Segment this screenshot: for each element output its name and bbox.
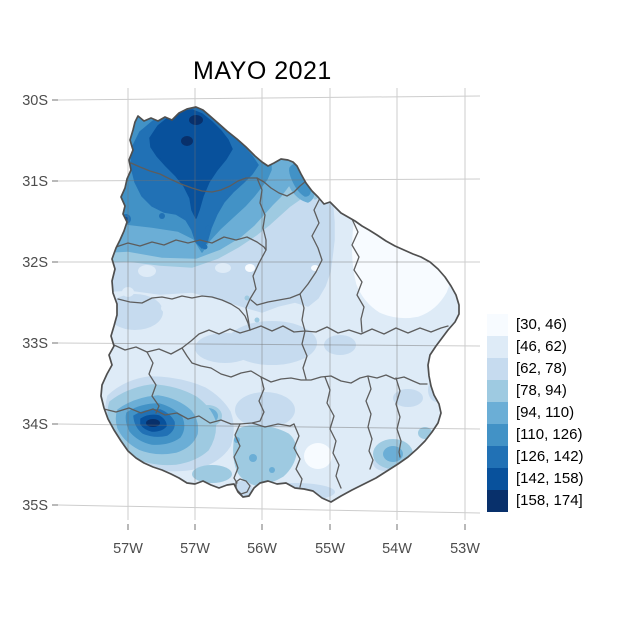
country-map [101, 107, 459, 502]
country-outline [100, 106, 460, 503]
contour-spot [205, 225, 211, 231]
legend-row: [126, 142) [487, 446, 584, 468]
department-border [115, 236, 267, 251]
grid-line-parallel [57, 95, 481, 101]
legend: [30, 46) [46, 62) [62, 78) [78, 94) [94, 110… [487, 314, 584, 512]
contour-spot [245, 264, 255, 272]
department-border [293, 423, 303, 488]
department-border [395, 377, 402, 458]
contour-spot [269, 467, 275, 473]
legend-label: [78, 94) [516, 382, 567, 399]
legend-row: [94, 110) [487, 402, 584, 424]
legend-swatch [487, 336, 508, 358]
axis-ticks [52, 99, 466, 530]
department-borders [103, 162, 449, 495]
legend-label: [46, 62) [516, 338, 567, 355]
department-border [117, 295, 251, 331]
department-border [146, 351, 160, 414]
contour-spot [189, 115, 203, 125]
legend-swatch [487, 402, 508, 424]
legend-swatch [487, 380, 508, 402]
y-tick-label: 30S [22, 93, 48, 109]
legend-row: [158, 174] [487, 490, 584, 512]
contour-spot [254, 317, 260, 323]
contour-spot [393, 389, 423, 407]
department-border [324, 376, 342, 489]
department-border [113, 325, 449, 355]
contour-spot [215, 263, 231, 273]
contour-region [352, 200, 454, 319]
x-tick-label: 53W [450, 541, 480, 557]
contour-spot [181, 136, 193, 146]
legend-swatch [487, 446, 508, 468]
legend-row: [46, 62) [487, 336, 584, 358]
legend-row: [78, 94) [487, 380, 584, 402]
y-tick-label: 31S [22, 174, 48, 190]
department-border [251, 422, 295, 428]
legend-label: [94, 110) [516, 404, 575, 421]
contour-spot [159, 213, 165, 219]
department-border [181, 347, 428, 385]
contour-spot [192, 465, 232, 483]
legend-swatch [487, 314, 508, 336]
contour-spot [122, 287, 134, 297]
department-border [130, 162, 321, 199]
y-tick-label: 33S [22, 336, 48, 352]
contour-spot [107, 294, 163, 330]
department-border [233, 423, 241, 484]
contour-spot [235, 392, 295, 428]
contour-spot [383, 446, 403, 462]
department-border [103, 407, 241, 425]
x-tick-label: 55W [315, 541, 345, 557]
contour-spot [161, 303, 175, 313]
y-tick-label: 34S [22, 417, 48, 433]
contour-spot [324, 335, 356, 355]
legend-label: [62, 78) [516, 360, 567, 377]
department-border [299, 293, 306, 332]
department-border [245, 177, 267, 331]
legend-label: [142, 158) [516, 470, 584, 487]
legend-swatch [487, 468, 508, 490]
grid-line-parallel [57, 504, 481, 514]
legend-label: [110, 126) [516, 426, 583, 443]
legend-row: [30, 46) [487, 314, 584, 336]
contour-region [233, 425, 297, 486]
graticule-overlay [101, 107, 459, 502]
axis-labels: 57W 57W 56W 55W 54W 53W 30S 31S 32S 33S 34S 35S [22, 93, 480, 557]
legend-swatch [487, 490, 508, 512]
department-border [250, 197, 323, 306]
legend-row: [142, 158) [487, 468, 584, 490]
legend-label: [158, 174] [516, 492, 583, 509]
contour-spot [304, 443, 332, 469]
x-tick-label: 56W [247, 541, 277, 557]
department-border [365, 376, 374, 470]
legend-label: [30, 46) [516, 316, 567, 333]
legend-row: [62, 78) [487, 358, 584, 380]
contour-spot [249, 454, 257, 462]
x-tick-label: 57W [180, 541, 210, 557]
contour-spot [244, 295, 250, 301]
contour-spot [195, 333, 255, 363]
plot-title: MAYO 2021 [193, 57, 332, 85]
contour-spot [202, 244, 208, 250]
legend-label: [126, 142) [516, 448, 584, 465]
legend-swatch [487, 424, 508, 446]
contour-spot [146, 419, 160, 427]
x-tick-label: 57W [113, 541, 143, 557]
department-border [301, 330, 308, 380]
x-tick-label: 54W [382, 541, 412, 557]
legend-swatch [487, 358, 508, 380]
y-tick-label: 35S [22, 498, 48, 514]
contour-spot [138, 265, 156, 277]
contour-region [149, 109, 233, 219]
y-tick-label: 32S [22, 255, 48, 271]
legend-row: [110, 126) [487, 424, 584, 446]
department-border [351, 218, 365, 333]
